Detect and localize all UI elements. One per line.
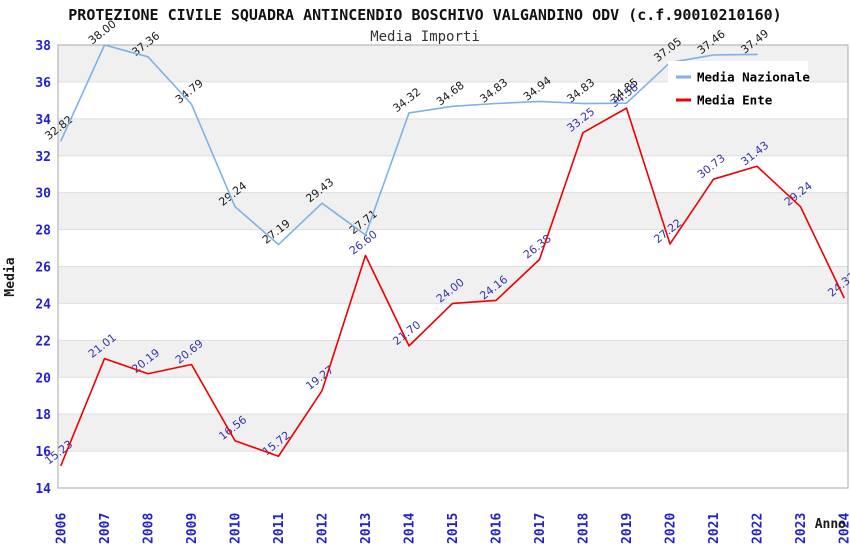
y-tick-label: 14 [35, 482, 51, 497]
plot-band [58, 118, 848, 156]
x-tick-label: 2016 [490, 513, 505, 544]
y-tick-label: 16 [35, 445, 51, 460]
plot-band [58, 229, 848, 267]
x-axis-ticks: 2006 2007 2008 2009 2010 2011 2012 2013 2014 2015… [55, 513, 850, 544]
series-line-media-nazionale [60, 44, 758, 246]
x-tick-label: 2008 [142, 513, 157, 544]
y-tick-label: 36 [35, 76, 51, 91]
x-tick-label: 2011 [272, 513, 287, 544]
plot-band [58, 192, 848, 230]
y-tick-label: 22 [35, 334, 51, 349]
plot-band [58, 451, 848, 488]
x-tick-label: 2020 [664, 513, 679, 544]
y-tick-label: 18 [35, 408, 51, 423]
plot-band [58, 414, 848, 452]
y-tick-label: 38 [35, 39, 51, 54]
x-tick-label: 2024 [838, 513, 850, 544]
plot-border [57, 44, 849, 489]
x-tick-label: 2006 [55, 513, 70, 544]
y-tick-label: 28 [35, 224, 51, 239]
y-tick-label: 32 [35, 150, 51, 165]
x-axis-title: Anno [815, 517, 846, 532]
plot-bands [58, 45, 848, 488]
x-tick-label: 2017 [533, 513, 548, 544]
x-tick-label: 2015 [446, 513, 461, 544]
plot-band [58, 266, 848, 304]
chart-subtitle: Media Importi [370, 29, 480, 45]
x-tick-label: 2021 [707, 513, 722, 544]
plot-band [58, 303, 848, 341]
legend-item-media-ente: Media Ente [676, 93, 773, 108]
y-tick-label: 24 [35, 297, 51, 312]
y-tick-label: 30 [35, 187, 51, 202]
legend-label: Media Ente [697, 93, 773, 108]
x-tick-label: 2023 [794, 513, 809, 544]
plot-band [58, 377, 848, 415]
legend-box [668, 61, 808, 112]
y-tick-label: 20 [35, 371, 51, 386]
x-tick-label: 2007 [98, 513, 113, 544]
y-axis-title: Media [3, 257, 18, 296]
x-tick-label: 2013 [359, 513, 374, 544]
x-tick-label: 2010 [229, 513, 244, 544]
x-tick-label: 2009 [185, 513, 200, 544]
legend-label: Media Nazionale [697, 70, 810, 85]
series-line-media-ente [60, 107, 845, 467]
plot-band [58, 155, 848, 193]
y-tick-label: 26 [35, 261, 51, 276]
plot-band [58, 340, 848, 378]
x-tick-label: 2019 [620, 513, 635, 544]
x-tick-label: 2014 [403, 513, 418, 544]
data-point-label: 38.00 [86, 17, 119, 47]
y-tick-label: 34 [35, 113, 51, 128]
x-tick-label: 2012 [316, 513, 331, 544]
x-tick-label: 2018 [577, 513, 592, 544]
y-axis-ticks: 14 16 18 20 22 24 26 28 30 32 34 36 38 [35, 39, 51, 497]
legend: Media Nazionale Media Ente [668, 61, 810, 112]
chart-title: PROTEZIONE CIVILE SQUADRA ANTINCENDIO BO… [68, 6, 782, 24]
x-tick-label: 2022 [751, 513, 766, 544]
legend-item-media-nazionale: Media Nazionale [676, 70, 810, 85]
